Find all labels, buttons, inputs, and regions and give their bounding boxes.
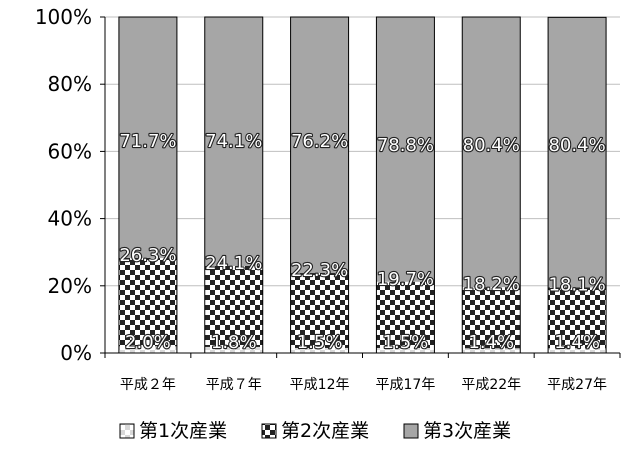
- data-label: 2.0%: [125, 332, 171, 353]
- bar-segment: [118, 346, 177, 353]
- bar-segment: [376, 17, 435, 282]
- x-tick-label: 平成12年: [290, 377, 350, 393]
- data-label: 74.1%: [205, 131, 262, 152]
- data-label: 76.2%: [291, 131, 348, 152]
- data-label: 19.7%: [377, 269, 434, 290]
- bar-segment: [118, 257, 177, 347]
- y-tick-label: 0%: [60, 341, 92, 365]
- data-label: 18.2%: [463, 274, 520, 295]
- data-label: 26.3%: [119, 245, 176, 266]
- bar-segment: [204, 265, 263, 347]
- y-tick-label: 100%: [35, 5, 92, 29]
- legend-label: 第3次産業: [423, 420, 511, 442]
- y-axis-ticks: 0% 20% 40% 60% 80% 100%: [35, 5, 105, 365]
- data-label: 22.3%: [291, 260, 348, 281]
- axes: [104, 17, 621, 358]
- data-label: 78.8%: [377, 135, 434, 156]
- data-label: 24.1%: [205, 253, 262, 274]
- data-label: 1.5%: [383, 332, 429, 353]
- bar-segment: [290, 273, 349, 348]
- bar-segment: [204, 346, 263, 353]
- y-tick-label: 20%: [48, 274, 92, 298]
- x-axis-categories: 平成２年 平成７年 平成12年 平成17年 平成22年 平成27年: [120, 377, 607, 393]
- x-tick-label: 平成22年: [461, 377, 521, 393]
- y-tick-label: 80%: [48, 72, 92, 96]
- bar-segment: [548, 348, 607, 353]
- x-tick-label: 平成２年: [120, 377, 176, 393]
- bar-segment: [462, 17, 521, 288]
- x-tick-label: 平成７年: [206, 377, 262, 393]
- x-tick-label: 平成17年: [376, 377, 436, 393]
- data-label: 1.4%: [554, 332, 600, 353]
- bar-segment: [462, 348, 521, 353]
- x-tick-label: 平成27年: [547, 377, 607, 393]
- bar-segment: [376, 347, 435, 353]
- bar-segment: [290, 347, 349, 353]
- bar-segment: [118, 17, 177, 258]
- legend-swatch: [403, 423, 419, 439]
- data-label: 18.1%: [548, 274, 605, 295]
- data-labels: 2.0% 26.3% 71.7% 1.8% 24.1% 74.1% 1.5% 22.3% 76.…: [118, 130, 607, 354]
- bar-segment: [548, 17, 607, 288]
- legend: 第1次産業 第2次産業 第3次産業: [119, 420, 511, 442]
- data-label: 80.4%: [463, 135, 520, 156]
- legend-swatch: [119, 423, 135, 439]
- y-tick-label: 60%: [48, 139, 92, 163]
- data-label: 71.7%: [119, 131, 176, 152]
- data-label: 1.4%: [468, 332, 514, 353]
- bar-segment: [462, 287, 521, 349]
- bar-segment: [548, 287, 607, 349]
- legend-swatch: [261, 423, 277, 439]
- gridlines: [105, 16, 620, 287]
- legend-label: 第2次産業: [281, 420, 369, 442]
- bar-segment: [376, 281, 435, 348]
- data-label: 1.8%: [211, 332, 257, 353]
- data-label: 80.4%: [548, 135, 605, 156]
- bar-segment: [290, 17, 349, 274]
- y-tick-label: 40%: [48, 207, 92, 231]
- legend-label: 第1次産業: [139, 420, 227, 442]
- data-label: 1.5%: [297, 332, 343, 353]
- bar-segment: [204, 17, 263, 266]
- bars: [118, 16, 607, 354]
